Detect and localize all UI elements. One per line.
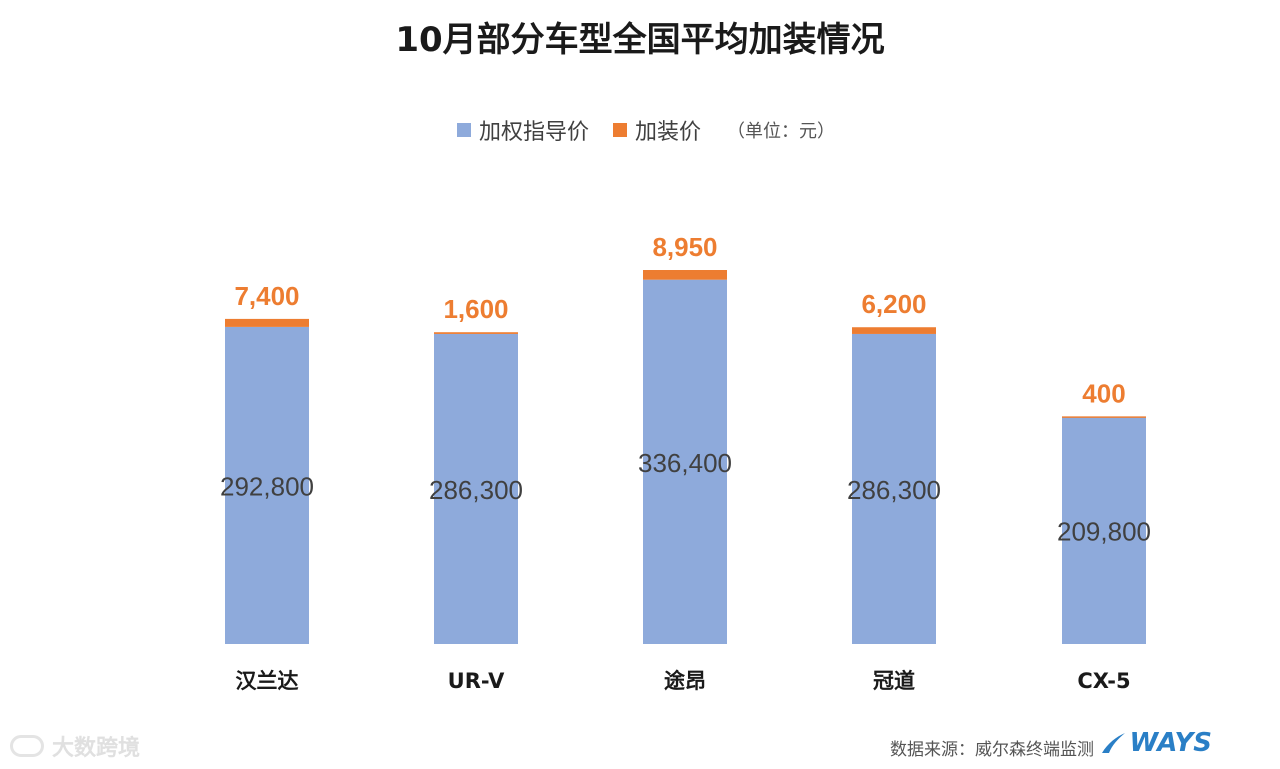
bar-base — [643, 279, 727, 644]
bar-addon — [434, 332, 518, 334]
ways-logo: WAYS — [1100, 728, 1212, 758]
category-label: UR-V — [448, 669, 505, 693]
unit-label: （单位：元） — [727, 121, 836, 142]
data-label-base: 209,800 — [1057, 516, 1151, 546]
bar-base — [225, 326, 309, 644]
watermark-text: 大数跨境 — [52, 736, 141, 761]
legend: 加权指导价 加装价 （单位：元） — [0, 114, 1280, 146]
bar-base — [434, 333, 518, 644]
ways-swoosh-icon — [1101, 733, 1125, 753]
ways-logo-text: WAYS — [1129, 728, 1212, 758]
legend-swatch-addon — [613, 123, 627, 137]
data-label-addon: 8,950 — [652, 232, 717, 262]
legend-label-base: 加权指导价 — [478, 120, 589, 145]
legend-item-addon: 加装价 — [613, 114, 701, 146]
watermark: 大数跨境 — [10, 730, 140, 762]
bar-base — [1062, 416, 1146, 644]
category-label: CX-5 — [1077, 669, 1130, 693]
bar-addon — [643, 270, 727, 280]
bar-addon — [852, 327, 936, 334]
bar-base — [852, 333, 936, 644]
data-label-base: 336,400 — [638, 448, 732, 478]
bar-addon — [225, 318, 309, 327]
category-label: 途昂 — [664, 669, 706, 693]
legend-item-base: 加权指导价 — [456, 114, 589, 146]
data-label-addon: 400 — [1082, 378, 1125, 408]
data-label-addon: 1,600 — [443, 294, 508, 324]
data-label-base: 286,300 — [847, 475, 941, 505]
data-source: 数据来源：威尔森终端监测 — [890, 740, 1094, 760]
data-label-addon: 6,200 — [861, 289, 926, 319]
category-label: 冠道 — [873, 669, 915, 693]
data-label-addon: 7,400 — [234, 281, 299, 311]
legend-label-addon: 加装价 — [635, 120, 702, 145]
watermark-icon — [10, 735, 44, 757]
category-label: 汉兰达 — [236, 669, 299, 693]
chart-title: 10月部分车型全国平均加装情况 — [395, 20, 885, 60]
data-label-base: 292,800 — [220, 471, 314, 501]
bar-addon — [1062, 416, 1146, 418]
data-label-base: 286,300 — [429, 475, 523, 505]
legend-swatch-base — [456, 123, 471, 137]
